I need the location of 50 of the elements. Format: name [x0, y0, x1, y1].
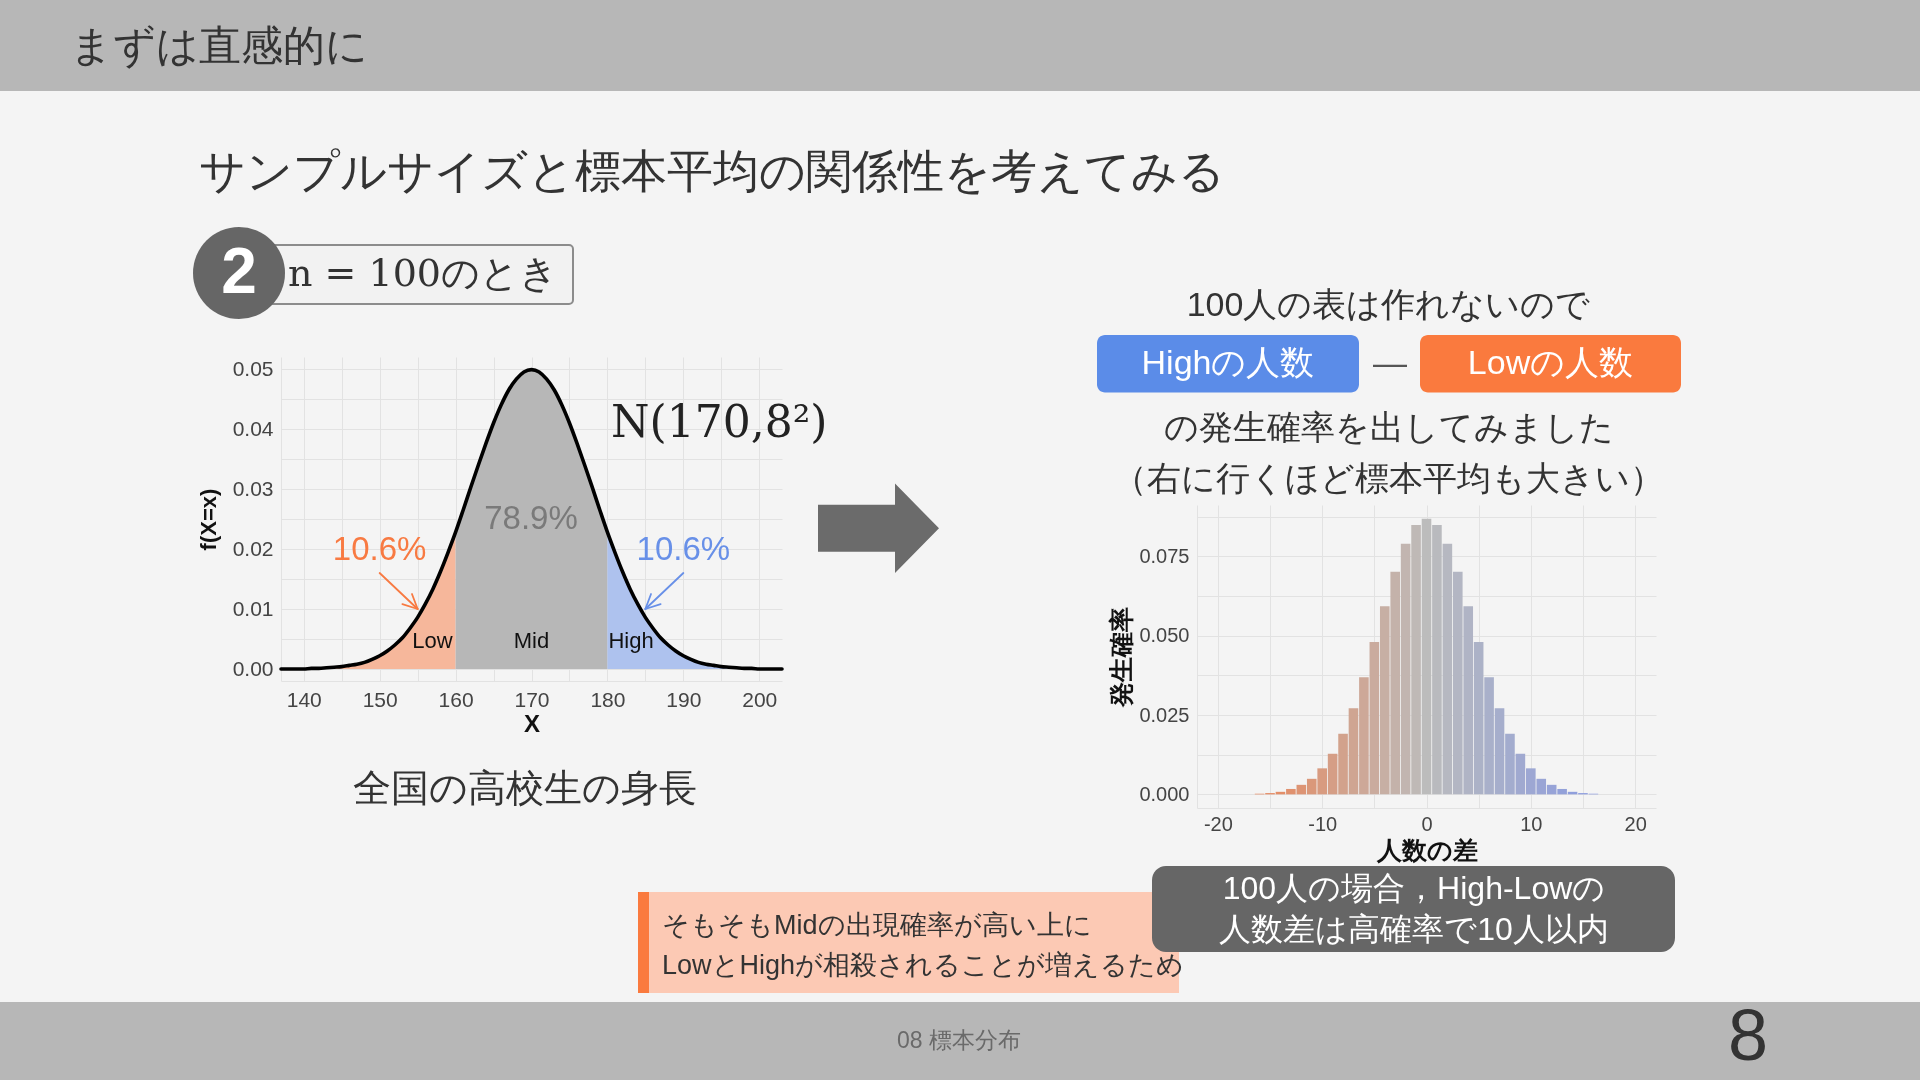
- y-tick-label: 0.00: [232, 656, 274, 680]
- chart-title: 100人の表は作れないので: [1186, 285, 1591, 323]
- text: の発生確率を出してみました: [1163, 408, 1614, 446]
- text: サンプルサイズと標本平均の関係性を考えてみる: [199, 145, 1225, 197]
- text: （右に行くほど標本平均も大きい）: [1113, 459, 1664, 497]
- annotation: 10.6%: [636, 530, 731, 567]
- x-tick-label: 140: [286, 687, 322, 711]
- series-label: High: [608, 628, 654, 653]
- y-tick-label: 0.050: [1139, 624, 1190, 647]
- y-tick-label: 0.05: [232, 356, 274, 380]
- x-tick-label: 160: [438, 687, 474, 711]
- text: 人数差は高確率で10人以内: [1219, 911, 1609, 947]
- series-label: Low: [412, 628, 453, 653]
- x-tick-label: 10: [1520, 812, 1543, 835]
- text: —: [1373, 343, 1407, 381]
- y-axis-title: 発生確率: [1107, 607, 1136, 708]
- y-axis-title: f(X=x): [195, 488, 221, 551]
- y-tick-label: 0.02: [232, 536, 274, 560]
- text: そもそもMidの出現確率が高い上に: [662, 910, 1092, 940]
- x-tick-label: 190: [666, 687, 702, 711]
- x-tick-label: 0: [1421, 812, 1433, 835]
- y-tick-label: 0.03: [232, 476, 274, 500]
- x-axis-title: 人数の差: [1375, 835, 1478, 864]
- annotation: 78.9%: [484, 499, 578, 536]
- text: LowとHighが相殺されることが増えるため: [662, 950, 1185, 980]
- x-tick-label: 180: [590, 687, 626, 711]
- y-tick-label: 0.075: [1139, 544, 1190, 567]
- y-tick-label: 0.000: [1139, 782, 1190, 805]
- series-label: Mid: [513, 628, 550, 653]
- x-axis-title: X: [523, 709, 541, 737]
- x-tick-label: -20: [1203, 812, 1233, 835]
- text: 100人の場合，High-Lowの: [1222, 870, 1606, 906]
- text: まずは直感的に: [70, 22, 368, 69]
- x-tick-label: 200: [742, 687, 778, 711]
- y-tick-label: 0.04: [232, 416, 274, 440]
- x-tick-label: -10: [1308, 812, 1338, 835]
- x-tick-label: 150: [362, 687, 398, 711]
- text: 08 標本分布: [897, 1027, 1021, 1053]
- chart-title: n = 100のとき: [288, 251, 559, 295]
- text: Highの人数: [1141, 343, 1315, 381]
- text: 8: [1727, 995, 1769, 1075]
- y-tick-label: 0.01: [232, 596, 274, 620]
- annotation: 10.6%: [332, 530, 427, 567]
- y-tick-label: 0.025: [1139, 703, 1190, 726]
- text: 2: [221, 235, 257, 307]
- text: 全国の高校生の身長: [353, 767, 697, 809]
- annotation: N(170,8²): [611, 396, 828, 447]
- text: Lowの人数: [1467, 343, 1634, 381]
- x-tick-label: 20: [1624, 812, 1647, 835]
- x-tick-label: 170: [514, 687, 550, 711]
